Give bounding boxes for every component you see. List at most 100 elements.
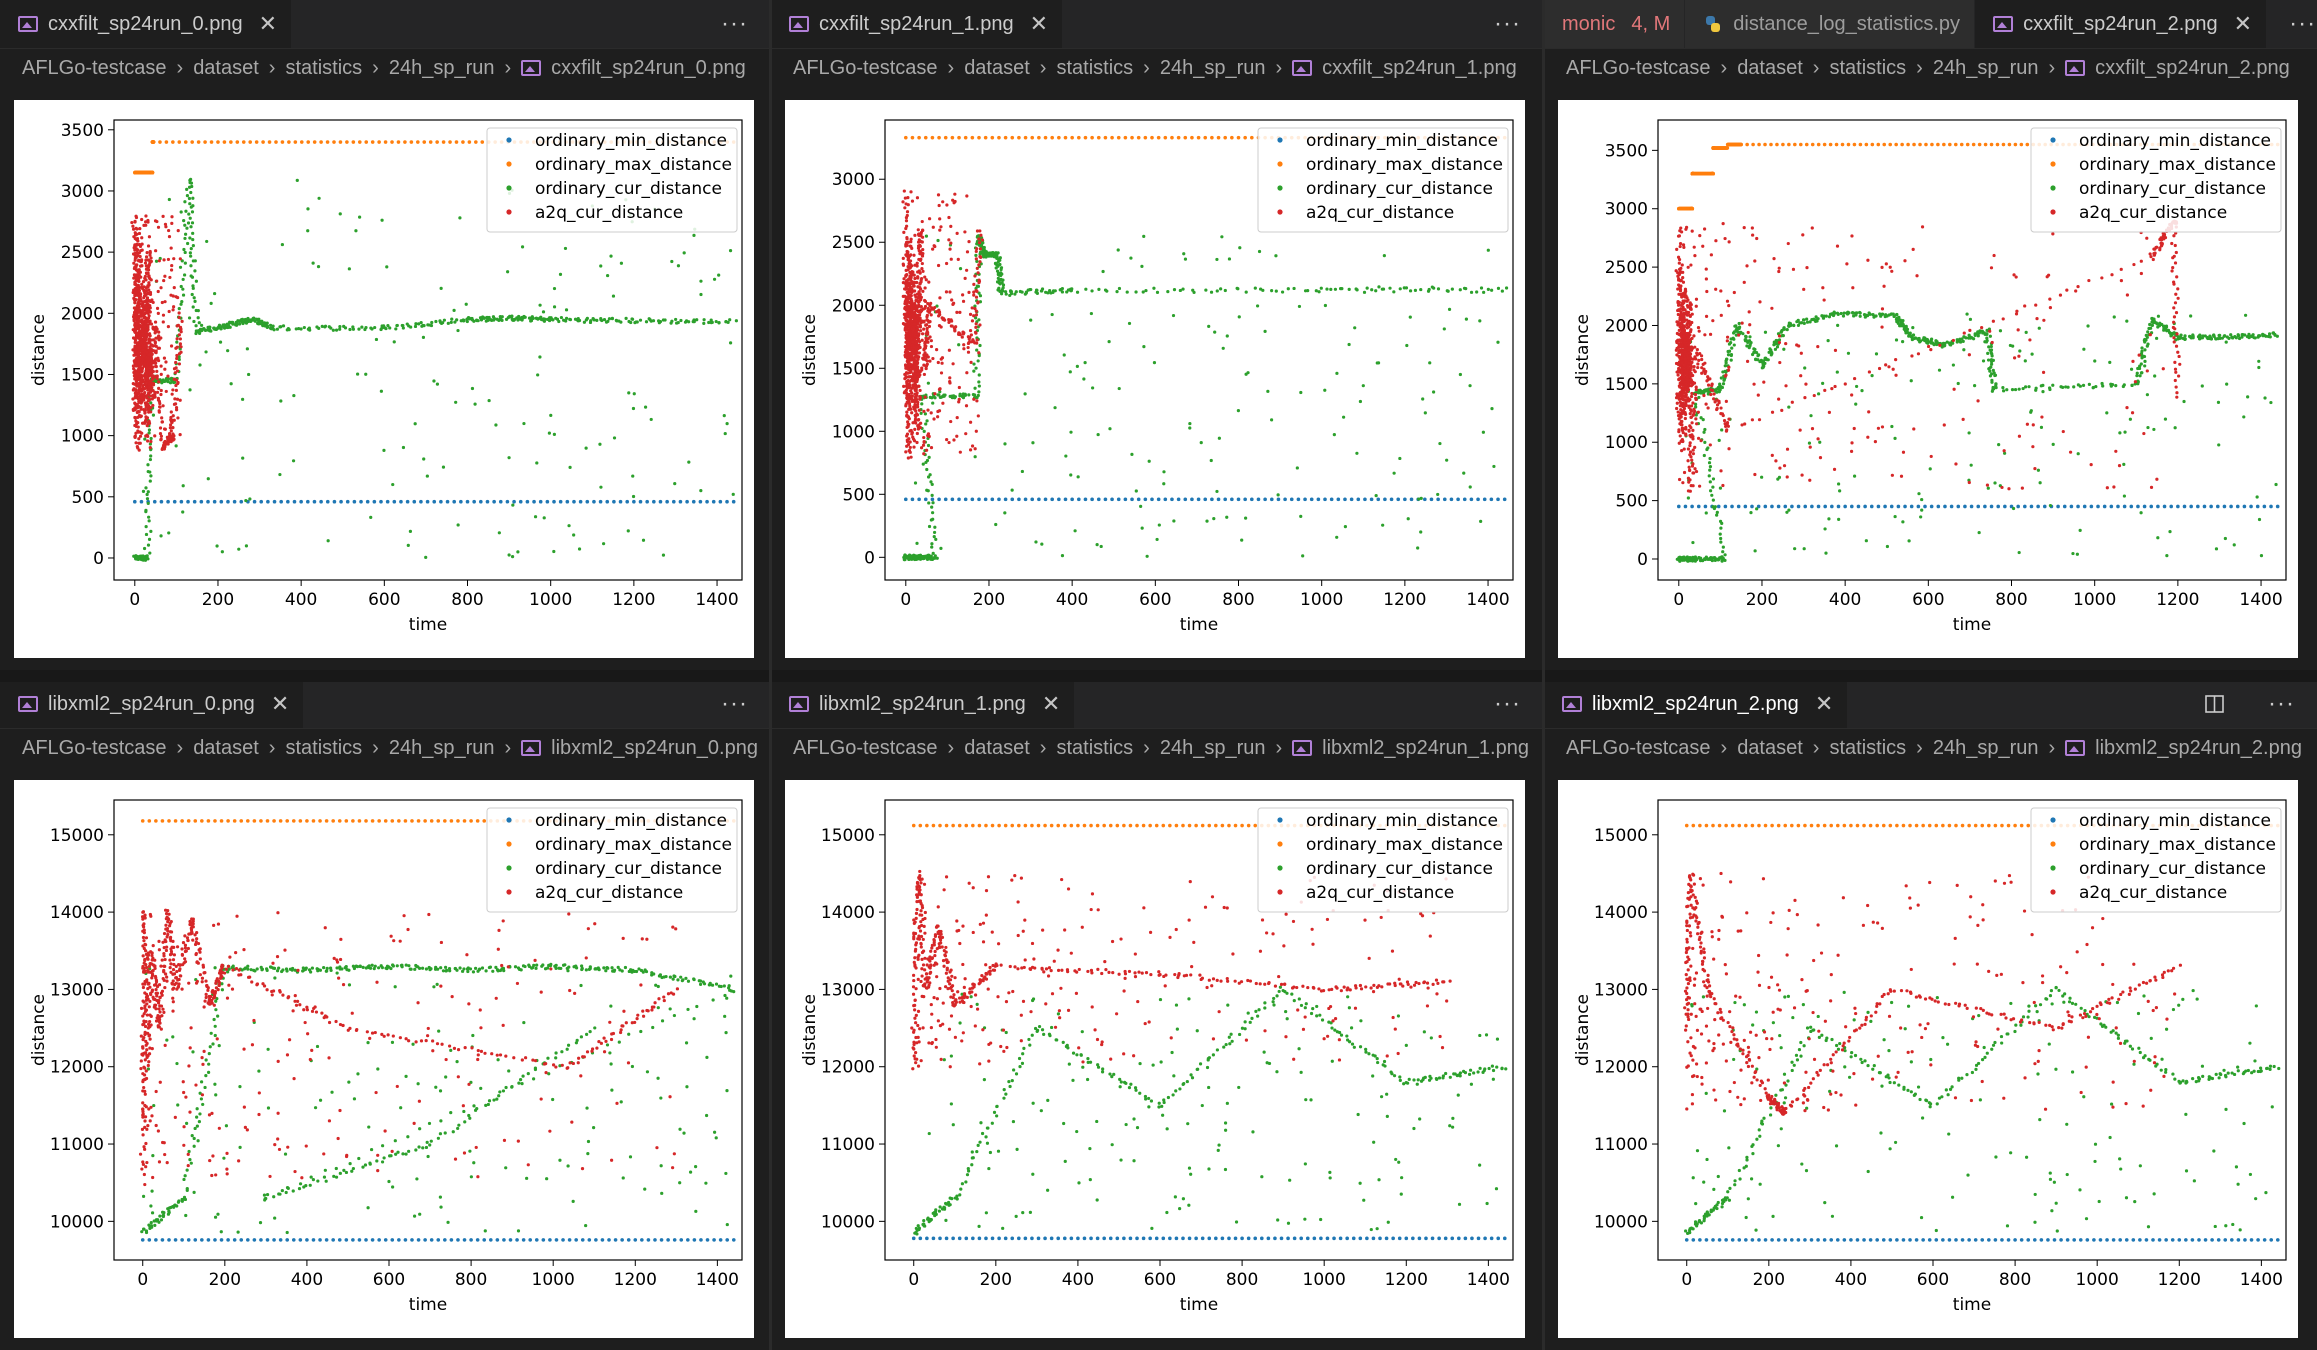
data-point [459, 499, 463, 504]
y-axis-label: distance [800, 314, 820, 386]
data-point [970, 306, 974, 310]
data-point [531, 316, 535, 320]
data-point [931, 356, 935, 361]
data-point [2209, 504, 2213, 509]
breadcrumb-item[interactable]: statistics [1056, 56, 1134, 79]
data-point [134, 322, 138, 326]
data-point [133, 243, 137, 247]
data-point [905, 306, 909, 311]
data-point [1286, 287, 1290, 291]
data-point [186, 221, 191, 225]
breadcrumb-item[interactable]: 24h_sp_run [1932, 56, 2039, 79]
data-point [970, 319, 975, 323]
data-point [144, 401, 148, 405]
data-point [163, 427, 167, 431]
data-point [930, 493, 934, 497]
data-point [149, 529, 153, 534]
close-icon[interactable]: ✕ [2233, 11, 2253, 36]
data-point [171, 426, 175, 430]
data-point [417, 322, 421, 326]
data-point [969, 333, 973, 337]
image-preview: 0 200 400 600 800 1000 1200 1400 0 500 1000 1500 200… [785, 100, 1525, 658]
data-point [917, 233, 921, 237]
more-actions-icon[interactable]: ··· [1494, 10, 1521, 37]
breadcrumb-item[interactable]: 24h_sp_run [1159, 56, 1266, 79]
more-actions-icon[interactable]: ··· [2289, 10, 2317, 37]
data-point [2262, 504, 2267, 509]
data-point [1450, 287, 1454, 291]
data-point [1676, 504, 1681, 509]
data-point [1888, 142, 1893, 147]
breadcrumb-item[interactable]: cxxfilt_sp24run_2.png [2095, 56, 2290, 79]
data-point [904, 317, 908, 321]
data-point [454, 140, 459, 144]
data-point [934, 537, 938, 541]
data-point [317, 326, 321, 330]
breadcrumb-item[interactable]: 24h_sp_run [388, 56, 495, 79]
data-point [905, 444, 909, 448]
data-point [157, 380, 161, 384]
data-point [373, 325, 377, 330]
legend-box [486, 127, 738, 233]
data-point [977, 241, 982, 245]
editor-tab[interactable]: monic 4, M [1544, 0, 1686, 48]
data-point [1046, 291, 1050, 295]
breadcrumb-item[interactable]: statistics [285, 56, 363, 79]
data-point [173, 402, 178, 406]
data-point [921, 228, 925, 232]
data-point [1003, 497, 1008, 502]
data-point [963, 393, 968, 397]
data-point [963, 276, 967, 280]
close-icon[interactable]: ✕ [1029, 11, 1049, 36]
breadcrumb-item[interactable]: AFLGo-testcase [22, 56, 167, 79]
editor-tab[interactable]: cxxfilt_sp24run_0.png ✕ [0, 0, 293, 48]
data-point [1107, 340, 1111, 344]
data-point [155, 390, 160, 394]
breadcrumb-item[interactable]: dataset [1737, 56, 1803, 79]
close-icon[interactable]: ✕ [258, 11, 278, 36]
series-a2q_cur_distance [130, 214, 184, 452]
breadcrumb-item[interactable]: dataset [193, 56, 259, 79]
data-point [401, 326, 405, 330]
data-point [997, 278, 1002, 283]
data-point [966, 350, 971, 354]
breadcrumb-item[interactable]: statistics [1829, 56, 1907, 79]
data-point [923, 341, 927, 345]
breadcrumb-item[interactable]: AFLGo-testcase [793, 56, 938, 79]
data-point [638, 318, 643, 322]
data-point [139, 340, 143, 345]
editor-tab[interactable]: distance_log_statistics.py [1685, 0, 1976, 48]
data-point [1458, 288, 1462, 292]
data-point [183, 140, 188, 144]
data-point [564, 316, 569, 320]
data-point [1283, 497, 1287, 502]
data-point [163, 367, 167, 371]
data-point [1250, 497, 1254, 502]
data-point [146, 268, 151, 272]
data-point [919, 305, 923, 309]
data-point [687, 460, 691, 464]
data-point [906, 342, 910, 346]
data-point [1183, 497, 1188, 502]
editor-tab[interactable]: cxxfilt_sp24run_1.png ✕ [771, 0, 1064, 48]
data-point [2025, 142, 2030, 147]
data-point [904, 388, 908, 392]
x-tick-label: 1400 [2239, 590, 2282, 610]
data-point [1745, 142, 1749, 147]
breadcrumb-item[interactable]: cxxfilt_sp24run_1.png [1322, 56, 1517, 79]
breadcrumb-item[interactable]: dataset [964, 56, 1030, 79]
breadcrumb-item[interactable]: AFLGo-testcase [1566, 56, 1711, 79]
data-point [449, 320, 453, 324]
more-actions-icon[interactable]: ··· [721, 10, 748, 37]
data-point [143, 261, 148, 265]
data-point [190, 140, 194, 144]
breadcrumb-item[interactable]: cxxfilt_sp24run_0.png [551, 56, 746, 79]
y-tick-label: 3000 [832, 170, 875, 190]
editor-tab[interactable]: cxxfilt_sp24run_2.png ✕ [1975, 0, 2268, 48]
data-point [929, 446, 934, 450]
data-point [454, 400, 458, 404]
data-point [925, 419, 929, 423]
data-point [334, 328, 339, 332]
data-point [1314, 289, 1318, 293]
x-tick-label: 1400 [1466, 590, 1509, 610]
